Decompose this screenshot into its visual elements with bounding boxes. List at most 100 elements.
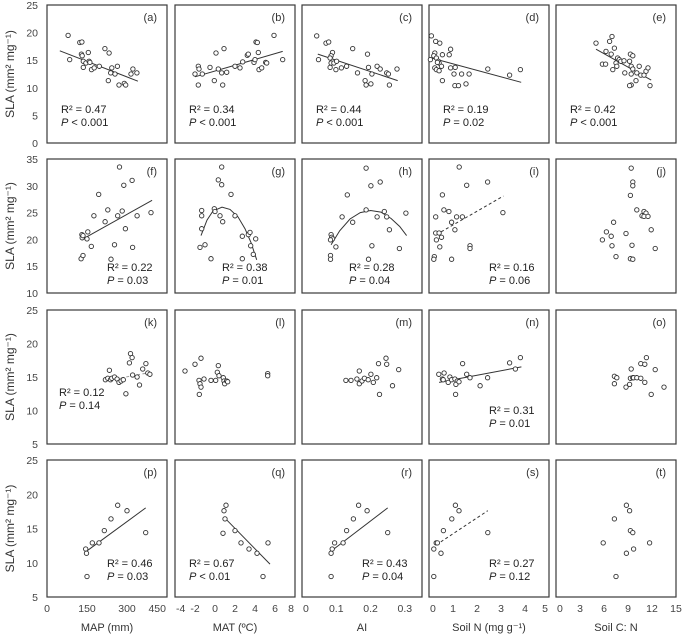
data-point bbox=[629, 242, 635, 248]
data-point bbox=[451, 71, 457, 77]
panel-label: (g) bbox=[272, 166, 285, 178]
data-point bbox=[314, 33, 320, 39]
data-point bbox=[438, 63, 445, 69]
panel-frame bbox=[555, 4, 677, 144]
data-point bbox=[437, 244, 443, 250]
data-point bbox=[83, 546, 89, 552]
data-point bbox=[120, 377, 126, 383]
data-point bbox=[232, 63, 238, 69]
data-point bbox=[431, 546, 437, 552]
x-tick-label: 0 bbox=[430, 603, 436, 615]
panel-frame bbox=[301, 309, 423, 445]
x-tick-label: 5 bbox=[542, 603, 548, 615]
data-point bbox=[403, 210, 409, 216]
panel-label: (j) bbox=[656, 166, 666, 178]
data-point bbox=[626, 508, 633, 514]
x-tick-label: 0.1 bbox=[329, 603, 344, 615]
data-point bbox=[610, 66, 616, 73]
data-point bbox=[439, 192, 446, 198]
data-point bbox=[363, 207, 369, 213]
data-point bbox=[433, 214, 439, 220]
panel-frame bbox=[174, 158, 296, 294]
p-value-label: P = 0.01 bbox=[489, 418, 530, 430]
panel-i: (i) R² = 0.16P = 0.06 bbox=[428, 158, 550, 294]
data-point bbox=[433, 237, 440, 243]
data-point bbox=[96, 63, 102, 69]
data-point bbox=[215, 362, 221, 369]
data-point bbox=[79, 53, 85, 59]
data-point bbox=[622, 70, 628, 76]
y-tick-label: 15 bbox=[26, 372, 38, 384]
data-point bbox=[459, 360, 466, 367]
data-point bbox=[111, 242, 118, 248]
panel-label: (s) bbox=[526, 467, 539, 479]
panel-h: (h) R² = 0.28P = 0.04 bbox=[301, 158, 423, 294]
data-point bbox=[648, 227, 654, 233]
data-point bbox=[126, 360, 133, 366]
data-point bbox=[377, 66, 383, 72]
data-point bbox=[208, 256, 214, 262]
data-point bbox=[123, 82, 129, 88]
data-point bbox=[196, 66, 202, 72]
data-point bbox=[136, 382, 143, 388]
panel-f: (f) R² = 0.22P = 0.03 bbox=[46, 158, 168, 294]
data-point bbox=[467, 375, 473, 381]
data-point bbox=[377, 179, 383, 185]
data-point bbox=[201, 376, 207, 382]
data-point bbox=[374, 375, 380, 381]
r-squared-label: R² = 0.46 bbox=[107, 558, 153, 570]
data-point bbox=[265, 373, 271, 379]
panel-label: (b) bbox=[272, 12, 285, 24]
r-squared-label: R² = 0.43 bbox=[362, 558, 408, 570]
y-tick-label: 5 bbox=[32, 592, 38, 604]
panel-g: (g) R² = 0.38P = 0.01 bbox=[174, 158, 296, 294]
data-point bbox=[368, 81, 374, 87]
data-point bbox=[614, 375, 620, 381]
data-point bbox=[456, 379, 462, 385]
data-point bbox=[239, 233, 245, 239]
panel-b: (b) R² = 0.34P < 0.001 bbox=[174, 4, 296, 144]
panel-p: (p) R² = 0.46P = 0.03 bbox=[46, 459, 168, 598]
data-point bbox=[439, 52, 446, 58]
data-point bbox=[466, 71, 472, 77]
p-value-label: P = 0.01 bbox=[222, 275, 263, 287]
data-point bbox=[197, 244, 203, 251]
x-tick-label: 1 bbox=[450, 603, 456, 615]
panel-label: (l) bbox=[275, 317, 285, 329]
data-point bbox=[365, 256, 372, 262]
data-point bbox=[182, 368, 188, 374]
data-point bbox=[384, 214, 390, 220]
data-point bbox=[102, 45, 108, 52]
r-squared-label: R² = 0.19 bbox=[443, 104, 489, 116]
data-point bbox=[121, 182, 127, 188]
data-point bbox=[199, 207, 205, 214]
x-tick-label: 4 bbox=[252, 603, 258, 615]
data-point bbox=[364, 51, 371, 57]
data-point bbox=[143, 529, 149, 536]
data-point bbox=[80, 64, 86, 71]
data-point bbox=[436, 230, 442, 236]
data-point bbox=[65, 32, 71, 39]
data-point bbox=[452, 502, 459, 508]
data-point bbox=[354, 70, 361, 76]
data-point bbox=[446, 52, 452, 58]
data-point bbox=[213, 377, 219, 384]
y-axis-title: SLA (mm² mg⁻¹) bbox=[3, 333, 17, 421]
panel-label: (m) bbox=[396, 317, 413, 329]
data-point bbox=[124, 508, 130, 514]
panel-frame bbox=[174, 309, 296, 445]
panel-label: (e) bbox=[653, 12, 666, 24]
data-point bbox=[646, 540, 653, 546]
panel-frame bbox=[428, 459, 550, 598]
data-point bbox=[608, 233, 614, 239]
x-tick-label: 0.3 bbox=[398, 603, 413, 615]
data-point bbox=[643, 354, 650, 361]
p-value-label: P = 0.02 bbox=[443, 117, 484, 129]
data-point bbox=[129, 354, 135, 361]
data-point bbox=[140, 366, 146, 372]
data-point bbox=[198, 355, 204, 361]
data-point bbox=[485, 66, 491, 72]
data-point bbox=[105, 207, 111, 213]
data-point bbox=[447, 46, 454, 52]
data-point bbox=[436, 68, 442, 74]
